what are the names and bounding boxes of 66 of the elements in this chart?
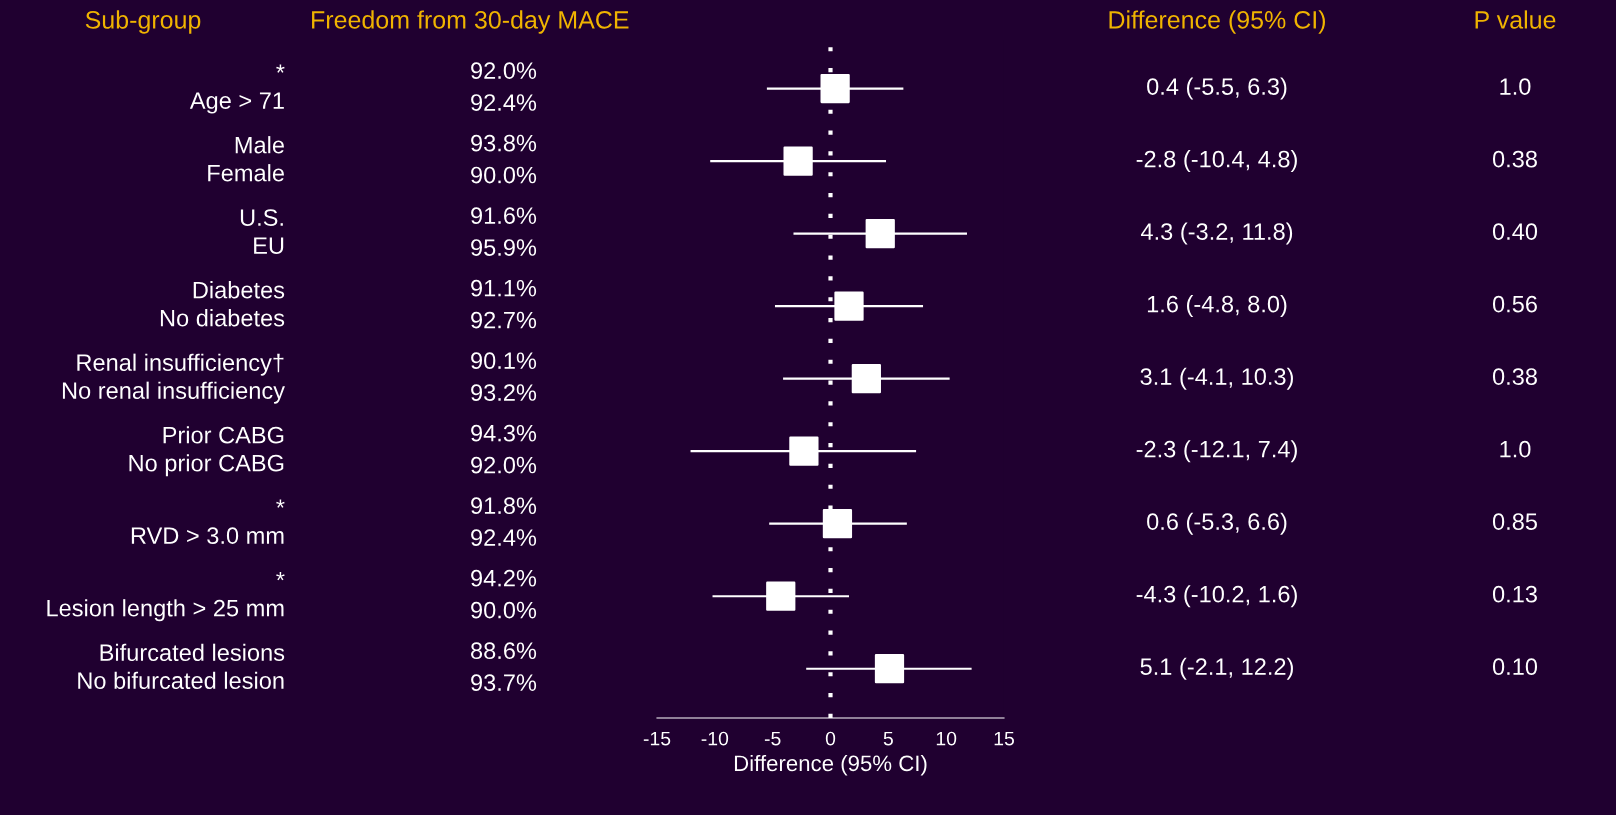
data-label: 4.3 (-3.2, 11.8) [1140,222,1293,245]
text: 93.2% [471,384,537,401]
x-axis-title: Difference (95% CI) [734,754,927,776]
text: 88.6% [471,642,537,660]
point [834,291,864,321]
text: 90.0% [471,166,537,184]
text: 90.0% [471,601,537,619]
point [851,364,881,394]
data-label: -2.3 (-12.1, 7.4) [1136,440,1297,463]
data-label: 0.6 (-5.3, 6.6) [1147,512,1287,535]
text: Renal insufficiency† No renal insufficiency [62,353,285,404]
text: Sub-group [85,10,201,34]
text: 0.13 [1492,585,1537,603]
text: 91.8% [471,497,537,515]
x-tick-label: 15 [994,731,1014,746]
text: 92.7% [471,311,537,329]
text: 1.0 [1500,78,1531,95]
text: 0.40 [1492,223,1538,240]
text: 92.4% [471,94,537,111]
text: Male Female [208,136,284,182]
point [865,218,895,249]
x-tick-label: 0 [825,731,836,746]
text: 0.38 [1492,368,1537,385]
x-tick-label: -15 [643,731,671,746]
text: 92.0% [471,456,537,474]
text: 90.1% [471,352,537,370]
point [874,654,905,684]
text: P value [1475,10,1556,29]
text: Prior CABG No prior CABG [129,426,284,477]
data-label: 3.1 (-4.1, 10.3) [1140,367,1293,390]
text: 93.7% [471,674,537,691]
text: 91.1% [471,279,537,297]
text: Difference (95% CI) [1109,10,1325,34]
data-label: 0.4 (-5.5, 6.3) [1147,77,1287,100]
point [783,146,813,176]
data-label: -4.3 (-10.2, 1.6) [1136,585,1297,608]
text: 95.9% [471,239,537,256]
text: 92.0% [471,62,537,79]
text: U.S. EU [240,209,284,254]
text: Diabetes No diabetes [160,281,285,327]
data-label: -2.8 (-10.4, 4.8) [1136,150,1297,173]
text: * RVD > 3.0 mm [131,499,285,544]
text: * Age > 71 [189,64,285,114]
point [766,581,796,611]
text: Freedom from 30-day MACE [312,10,629,34]
text: 0.56 [1492,295,1537,313]
point [822,509,853,539]
x-tick-label: -10 [701,731,729,746]
text: 0.85 [1492,513,1537,530]
text: 0.38 [1492,150,1537,168]
text: 92.4% [471,529,537,546]
text: 93.8% [471,134,537,152]
x-tick-label: 5 [883,731,893,746]
text: 0.10 [1492,658,1538,676]
x-tick-label: -5 [764,731,781,746]
x-tick-label: 10 [936,731,957,746]
text: Bifurcated lesions No bifurcated lesion [78,643,285,690]
text: 91.6% [471,207,537,224]
text: 1.0 [1500,440,1531,458]
data-label: 1.6 (-4.8, 8.0) [1147,295,1287,318]
text: * Lesion length > 25 mm [47,572,285,622]
point [789,436,819,466]
text: 94.3% [471,424,537,442]
text: 94.2% [471,569,537,587]
point [820,73,850,104]
data-label: 5.1 (-2.1, 12.2) [1140,657,1293,680]
